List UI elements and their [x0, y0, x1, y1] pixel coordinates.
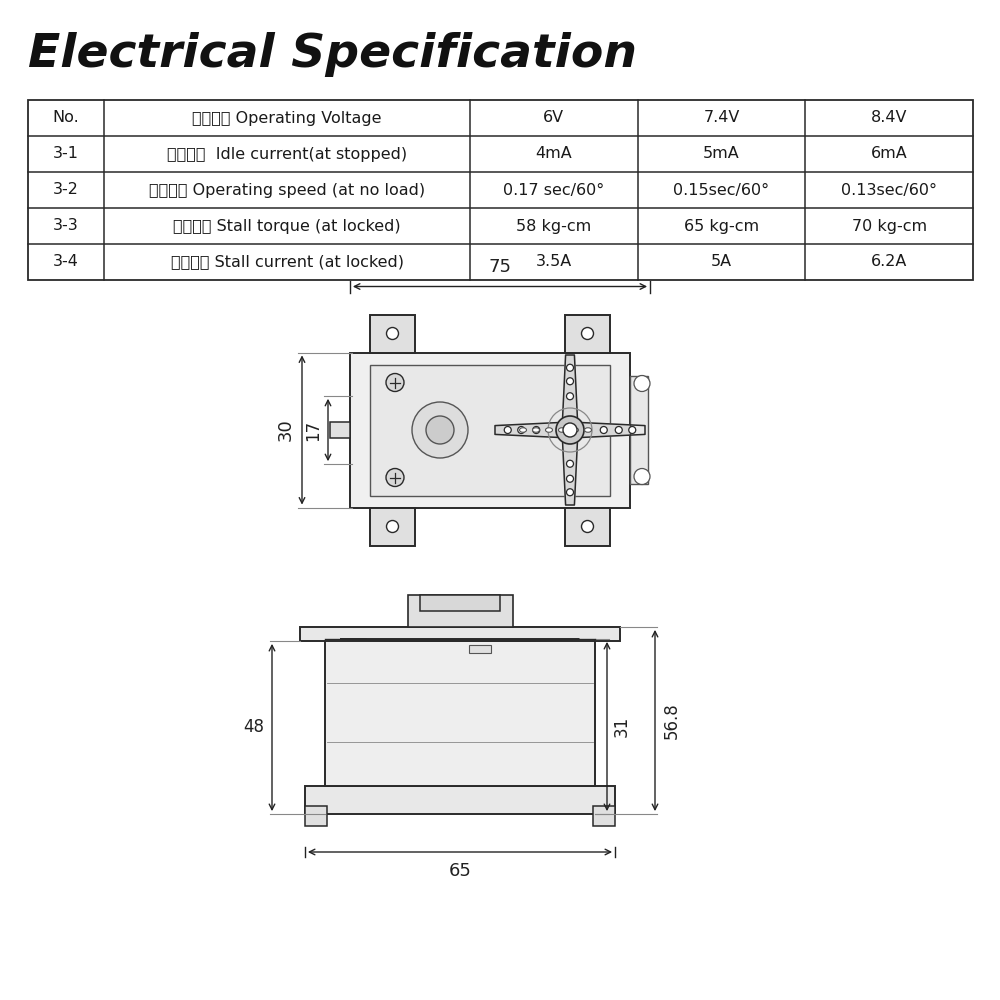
Circle shape: [386, 520, 398, 532]
Bar: [370, 508, 415, 546]
Text: 0.17 sec/60°: 0.17 sec/60°: [503, 182, 604, 198]
Text: 0.15sec/60°: 0.15sec/60°: [673, 182, 770, 198]
Text: 待机电流  Idle current(at stopped): 待机电流 Idle current(at stopped): [167, 146, 407, 161]
Circle shape: [563, 423, 577, 437]
Circle shape: [615, 426, 622, 434]
Bar: [370, 314, 415, 353]
Polygon shape: [562, 355, 578, 430]
Bar: [305, 806, 327, 826]
Ellipse shape: [572, 428, 578, 432]
Bar: [300, 627, 620, 641]
Polygon shape: [341, 639, 579, 641]
Text: 3-4: 3-4: [53, 254, 79, 269]
Text: 3-3: 3-3: [53, 219, 79, 233]
Text: 3-1: 3-1: [53, 146, 79, 161]
Text: 31: 31: [613, 716, 631, 737]
Text: 8.4V: 8.4V: [871, 110, 907, 125]
Bar: [593, 806, 615, 826]
Text: Electrical Specification: Electrical Specification: [28, 32, 637, 77]
Circle shape: [533, 426, 540, 434]
Circle shape: [600, 426, 607, 434]
Circle shape: [412, 402, 468, 458]
Circle shape: [518, 426, 525, 434]
Bar: [370, 364, 610, 495]
Polygon shape: [570, 422, 645, 438]
Bar: [350, 353, 630, 508]
Polygon shape: [562, 430, 578, 505]
Circle shape: [582, 328, 594, 340]
Text: 56.8: 56.8: [663, 702, 681, 739]
Polygon shape: [495, 422, 570, 438]
Bar: [28, 100, 973, 280]
Bar: [630, 376, 648, 484]
Circle shape: [629, 426, 636, 434]
Circle shape: [386, 328, 398, 340]
Text: 30: 30: [277, 419, 295, 441]
Circle shape: [386, 468, 404, 487]
Circle shape: [566, 489, 574, 496]
Text: 3-2: 3-2: [53, 182, 79, 198]
Circle shape: [566, 378, 574, 385]
Circle shape: [582, 520, 594, 532]
Text: 堵转扔矩 Stall torque (at locked): 堵转扔矩 Stall torque (at locked): [173, 219, 401, 233]
Circle shape: [504, 426, 511, 434]
Text: 48: 48: [243, 718, 264, 736]
Text: 5A: 5A: [711, 254, 732, 269]
Circle shape: [566, 393, 574, 400]
Text: 空载转速 Operating speed (at no load): 空载转速 Operating speed (at no load): [149, 182, 425, 198]
Text: 堵转电流 Stall current (at locked): 堵转电流 Stall current (at locked): [171, 254, 404, 269]
Text: 75: 75: [488, 258, 512, 276]
Circle shape: [566, 460, 574, 467]
Text: 58 kg-cm: 58 kg-cm: [516, 219, 591, 233]
Circle shape: [556, 416, 584, 444]
Text: 0.13sec/60°: 0.13sec/60°: [841, 182, 937, 198]
Text: 6.2A: 6.2A: [871, 254, 907, 269]
Bar: [330, 422, 350, 438]
Bar: [408, 595, 512, 627]
Bar: [325, 639, 595, 786]
Circle shape: [634, 375, 650, 391]
Bar: [305, 786, 615, 814]
Text: 6mA: 6mA: [871, 146, 908, 161]
Ellipse shape: [558, 428, 566, 432]
Bar: [420, 595, 500, 611]
Ellipse shape: [584, 428, 592, 432]
Text: 6V: 6V: [543, 110, 564, 125]
Bar: [565, 508, 610, 546]
Text: 70 kg-cm: 70 kg-cm: [852, 219, 927, 233]
Circle shape: [634, 468, 650, 485]
Bar: [565, 314, 610, 353]
Text: 4mA: 4mA: [535, 146, 572, 161]
Text: 工作电压 Operating Voltage: 工作电压 Operating Voltage: [192, 110, 382, 125]
Ellipse shape: [520, 428, 526, 432]
Ellipse shape: [532, 428, 540, 432]
Text: No.: No.: [53, 110, 79, 125]
Circle shape: [426, 416, 454, 444]
Text: 5mA: 5mA: [703, 146, 740, 161]
Circle shape: [566, 364, 574, 371]
Circle shape: [566, 475, 574, 482]
Text: 65: 65: [449, 862, 471, 880]
Ellipse shape: [546, 428, 552, 432]
Bar: [469, 645, 491, 653]
Circle shape: [386, 373, 404, 391]
Text: 65 kg-cm: 65 kg-cm: [684, 219, 759, 233]
Text: 7.4V: 7.4V: [703, 110, 740, 125]
Text: 17: 17: [304, 419, 322, 441]
Text: 3.5A: 3.5A: [536, 254, 572, 269]
